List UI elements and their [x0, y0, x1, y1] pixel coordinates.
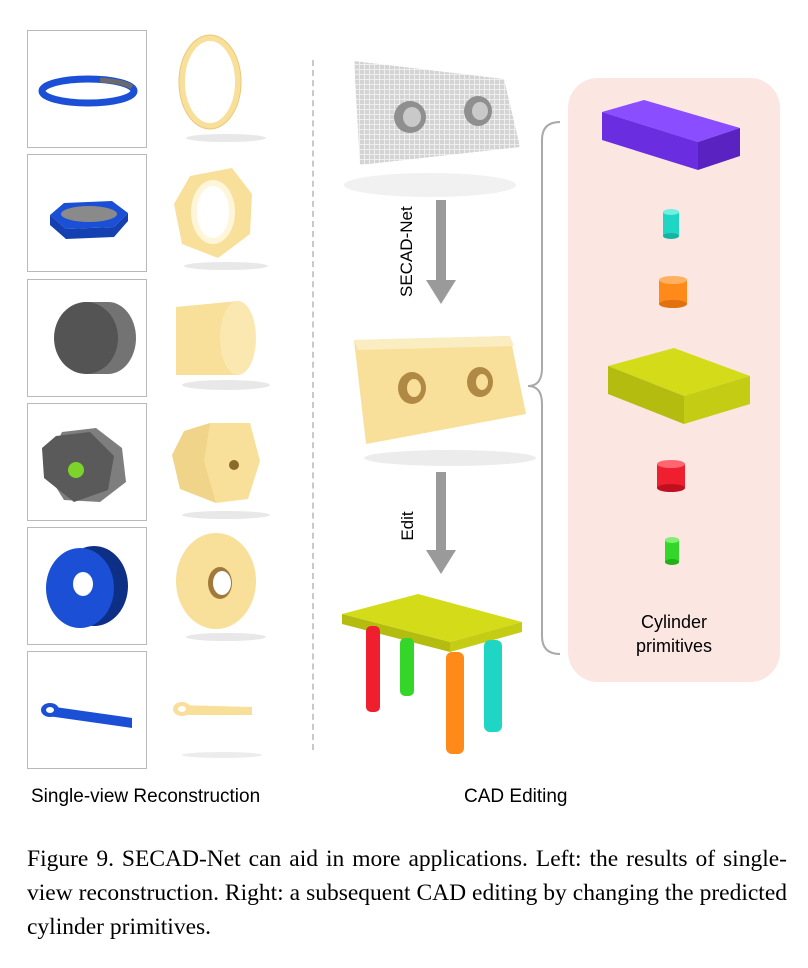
cyan-cylinder-primitive [663, 209, 679, 239]
orange-cylinder-primitive [659, 276, 687, 308]
input-image-hex-nut [27, 154, 147, 272]
red-cylinder-primitive [657, 460, 685, 492]
reconstruction-bracket [160, 651, 285, 769]
primitives-panel: Cylinder primitives [568, 78, 780, 682]
secad-net-label: SECAD-Net [397, 206, 416, 297]
dashed-divider [312, 60, 314, 750]
voxel-input [344, 61, 520, 197]
input-image-cylinder [27, 279, 147, 397]
arrow-down-icon [426, 200, 456, 304]
cad-reconstruction [354, 336, 536, 466]
input-image-hex-prism [27, 403, 147, 521]
panel-title: Cylinder primitives [568, 610, 780, 658]
panel-title-line2: primitives [635, 636, 712, 656]
reconstruction-hex-prism [160, 403, 285, 521]
arrow-down-icon [426, 472, 456, 574]
green-cylinder-primitive [665, 537, 679, 565]
panel-title-line1: Cylinder [640, 612, 708, 632]
figure-caption: Figure 9. SECAD-Net can aid in more appl… [27, 846, 787, 940]
yellow-box-primitive [608, 348, 750, 424]
left-caption: Single-view Reconstruction [31, 786, 261, 807]
right-caption: CAD Editing [464, 786, 568, 807]
reconstruction-ring [160, 30, 285, 148]
input-image-washer [27, 527, 147, 645]
edit-label: Edit [398, 511, 417, 541]
input-image-ring [27, 30, 147, 148]
reconstruction-cylinder [160, 279, 285, 397]
input-image-bracket [27, 651, 147, 769]
edited-table [342, 594, 522, 754]
brace-icon [527, 121, 561, 655]
reconstruction-washer [160, 527, 285, 645]
reconstruction-hex-nut [160, 154, 285, 272]
purple-box-primitive [602, 100, 740, 170]
